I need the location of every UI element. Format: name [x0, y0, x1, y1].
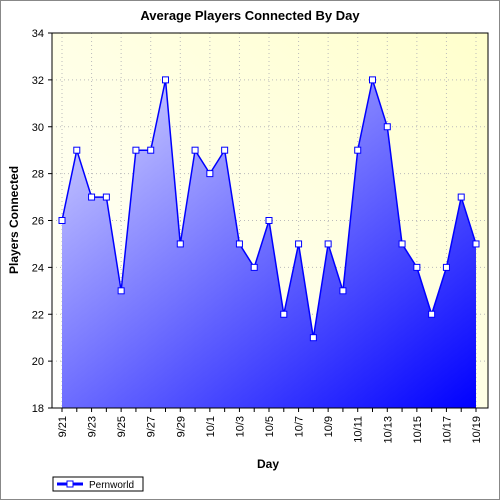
chart-title: Average Players Connected By Day [140, 8, 360, 23]
x-tick-label: 9/29 [175, 416, 187, 437]
legend-box [52, 476, 144, 492]
area [62, 79, 476, 408]
point [369, 76, 376, 84]
y-tick-label: 18 [32, 403, 44, 415]
point [280, 310, 288, 318]
legend-label: Pernworld [89, 480, 134, 491]
point [147, 146, 155, 154]
point [339, 287, 347, 295]
y-axis-title: Players Connected [7, 166, 21, 274]
point [472, 240, 480, 248]
point [442, 263, 450, 271]
point [73, 146, 81, 154]
point [413, 263, 421, 271]
point [88, 193, 96, 201]
point [58, 217, 66, 224]
x-tick-label: 9/21 [57, 416, 69, 437]
legend: Pernworld [52, 476, 144, 492]
point [117, 287, 125, 295]
legend-marker [66, 480, 74, 488]
point [102, 193, 110, 201]
point [383, 123, 391, 131]
y-tick-label: 28 [32, 169, 44, 181]
point [132, 146, 140, 154]
y-tick-label: 24 [32, 262, 44, 274]
point [191, 146, 199, 154]
x-tick-label: 9/23 [87, 416, 99, 437]
y-tick-label: 32 [32, 75, 44, 87]
point [309, 334, 317, 342]
x-tick-label: 10/17 [441, 416, 453, 444]
point [265, 217, 273, 224]
plot-border [51, 32, 489, 409]
point [235, 240, 243, 248]
x-tick-label: 10/5 [264, 416, 276, 437]
y-tick-label: 26 [32, 216, 44, 228]
x-tick-label: 10/3 [234, 416, 246, 437]
point [295, 240, 303, 248]
x-tick-label: 9/27 [146, 416, 158, 437]
x-tick-label: 10/9 [323, 416, 335, 437]
point [428, 310, 436, 318]
x-tick-label: 9/25 [116, 416, 128, 437]
point [206, 170, 214, 178]
point [398, 240, 406, 248]
x-axis-title: Day [257, 457, 279, 471]
x-tick-label: 10/19 [471, 416, 483, 444]
point [457, 193, 465, 201]
x-tick-label: 10/15 [412, 416, 424, 444]
x-tick-label: 10/11 [353, 416, 365, 443]
y-tick-label: 22 [32, 309, 44, 321]
x-tick-label: 10/13 [382, 416, 394, 444]
point [250, 263, 258, 271]
point [176, 240, 184, 248]
x-tick-label: 10/7 [294, 416, 306, 437]
point [162, 76, 169, 84]
y-tick-label: 34 [32, 28, 44, 40]
y-tick-label: 20 [32, 356, 44, 368]
point [221, 146, 229, 154]
y-tick-label: 30 [32, 122, 44, 134]
x-tick-label: 10/1 [205, 416, 217, 437]
point [354, 146, 362, 154]
point [324, 240, 332, 248]
